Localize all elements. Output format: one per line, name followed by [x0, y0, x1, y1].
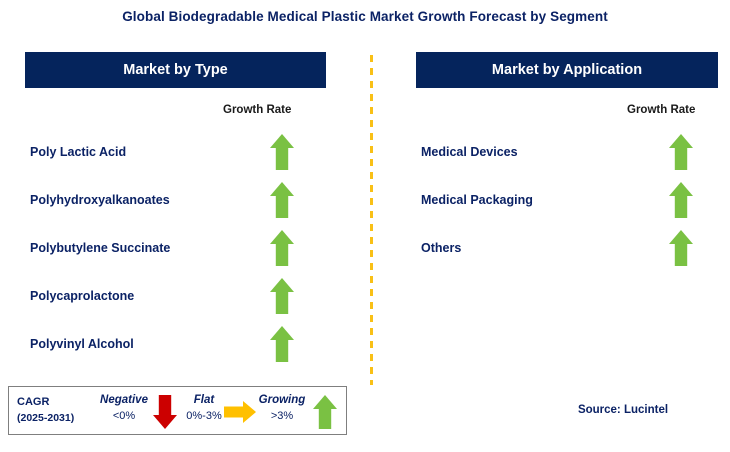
legend-cagr-period: (2025-2031): [17, 412, 75, 424]
legend-cagr-title-block: CAGR (2025-2031): [17, 394, 103, 426]
growth-rate-cell: [661, 176, 701, 224]
growth-rate-cell: [661, 128, 701, 176]
growth-rate-cell: [262, 128, 302, 176]
panel-header-market-by-application: Market by Application: [416, 52, 718, 88]
growth-rate-cell: [262, 320, 302, 368]
legend-arrow-up-wrapper: [312, 394, 338, 430]
growth-rate-cell: [262, 272, 302, 320]
arrow-up-icon: [669, 230, 693, 266]
arrow-up-icon: [270, 134, 294, 170]
table-row[interactable]: Medical Devices: [416, 128, 718, 176]
table-row[interactable]: Others: [416, 224, 718, 272]
arrow-up-icon: [270, 230, 294, 266]
arrow-up-icon: [669, 182, 693, 218]
vertical-dashed-divider: [370, 55, 373, 385]
segment-label: Medical Devices: [421, 145, 518, 159]
legend-item-flat: Flat 0%-3%: [177, 393, 231, 425]
legend-item-value: <0%: [112, 410, 136, 422]
growth-rate-column-label-type: Growth Rate: [223, 104, 292, 116]
table-row[interactable]: Polyhydroxyalkanoates: [25, 176, 326, 224]
segment-label: Polycaprolactone: [30, 289, 135, 303]
arrow-up-icon: [270, 278, 294, 314]
growth-rate-cell: [262, 224, 302, 272]
legend-cagr-title: CAGR: [17, 396, 50, 408]
cagr-legend: CAGR (2025-2031) Negative <0% Flat 0%-3%…: [8, 386, 347, 435]
arrow-up-icon: [669, 134, 693, 170]
arrow-up-icon: [270, 326, 294, 362]
arrow-up-icon: [270, 182, 294, 218]
page-title: Global Biodegradable Medical Plastic Mar…: [122, 9, 608, 24]
table-row[interactable]: Polyvinyl Alcohol: [25, 320, 326, 368]
panel-market-by-application: Market by Application: [416, 52, 718, 88]
arrow-right-icon: [224, 401, 256, 423]
table-row[interactable]: Poly Lactic Acid: [25, 128, 326, 176]
segment-label: Polyhydroxyalkanoates: [30, 193, 170, 207]
source-attribution: Source: Lucintel: [577, 404, 669, 416]
arrow-up-icon: [313, 395, 337, 429]
segment-label: Poly Lactic Acid: [30, 145, 127, 159]
legend-item-name: Flat: [193, 394, 215, 406]
legend-item-name: Negative: [100, 394, 148, 406]
segment-label: Polybutylene Succinate: [30, 241, 171, 255]
segment-label: Medical Packaging: [421, 193, 533, 207]
segment-label: Others: [421, 241, 462, 255]
table-row[interactable]: Medical Packaging: [416, 176, 718, 224]
panel-header-market-by-type: Market by Type: [25, 52, 326, 88]
legend-item-name: Growing: [258, 394, 306, 406]
legend-arrow-down-wrapper: [152, 394, 178, 430]
legend-arrow-right-wrapper: [223, 400, 257, 424]
legend-item-negative: Negative <0%: [93, 393, 155, 425]
segment-list-market-by-application: Medical Devices Medical Packaging Others: [416, 128, 718, 272]
growth-rate-column-label-application: Growth Rate: [627, 104, 696, 116]
table-row[interactable]: Polybutylene Succinate: [25, 224, 326, 272]
panel-market-by-type: Market by Type: [25, 52, 326, 88]
table-row[interactable]: Polycaprolactone: [25, 272, 326, 320]
segment-label: Polyvinyl Alcohol: [30, 337, 134, 351]
segment-list-market-by-type: Poly Lactic Acid Polyhydroxyalkanoates P…: [25, 128, 326, 368]
legend-item-value: >3%: [270, 410, 294, 422]
growth-rate-cell: [661, 224, 701, 272]
arrow-down-icon: [153, 395, 177, 429]
growth-rate-cell: [262, 176, 302, 224]
legend-item-growing: Growing >3%: [249, 393, 315, 425]
legend-item-value: 0%-3%: [186, 410, 222, 422]
